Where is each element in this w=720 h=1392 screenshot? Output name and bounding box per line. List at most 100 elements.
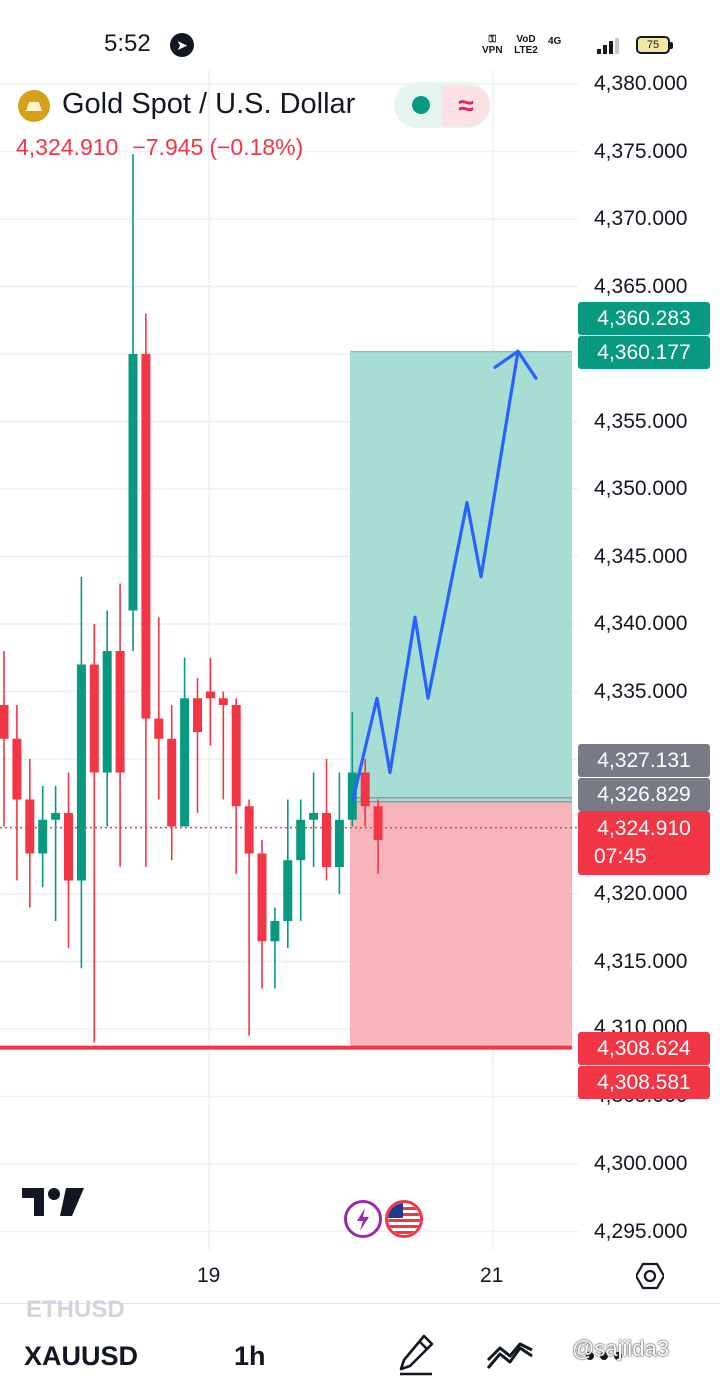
- price-axis-tick: 4,380.000: [594, 72, 688, 95]
- candle-body: [373, 806, 383, 840]
- candle-body: [167, 738, 177, 827]
- price-axis-tick: 4,340.000: [594, 612, 688, 635]
- candle-body: [180, 698, 190, 827]
- battery-icon: 75: [636, 36, 673, 54]
- candle-body: [270, 921, 280, 942]
- candle: [360, 759, 370, 827]
- candle: [25, 759, 35, 908]
- candle: [115, 583, 125, 867]
- lightning-event-icon[interactable]: [344, 1200, 382, 1238]
- entry-price-label: 4,327.131: [578, 744, 710, 777]
- draw-pen-icon[interactable]: [398, 1334, 434, 1381]
- symbol-selector[interactable]: XAUUSD: [24, 1341, 139, 1371]
- candle-body: [231, 705, 241, 807]
- candle: [373, 799, 383, 874]
- signal-icon: [597, 38, 623, 54]
- status-bar: 5:52 ➤ ⚿ VPN VoD LTE2 4G 75: [0, 0, 720, 84]
- candle-body: [25, 799, 35, 854]
- entry-price-label: 4,326.829: [578, 778, 710, 811]
- previous-symbol[interactable]: ETHUSD: [26, 1296, 125, 1323]
- candle-body: [257, 853, 267, 942]
- price-change-pct: (−0.18%): [209, 134, 304, 160]
- network-4g-indicator: 4G: [548, 36, 562, 47]
- last-price: 4,324.910: [16, 134, 119, 160]
- candle: [334, 772, 344, 894]
- price-axis-tick: 4,375.000: [594, 139, 688, 163]
- candle: [322, 759, 331, 881]
- candle-body: [141, 354, 151, 719]
- chart-settings-icon[interactable]: [634, 1262, 666, 1295]
- candle: [257, 840, 267, 989]
- candle: [309, 772, 319, 867]
- candle: [193, 678, 202, 813]
- candle: [64, 772, 73, 948]
- candle-body: [64, 813, 73, 881]
- candle-body: [154, 718, 164, 739]
- last-price-value: 4,324.910: [597, 817, 691, 840]
- loss-zone: [350, 801, 572, 1049]
- chart-overlays: [0, 349, 578, 1050]
- candle-body: [296, 819, 306, 861]
- candle-body: [128, 354, 138, 611]
- candle: [38, 786, 48, 888]
- gold-bar-icon: [18, 90, 50, 122]
- target-price-label: 4,360.177: [578, 336, 710, 369]
- candle-body: [283, 860, 293, 921]
- price-axis-tick: 4,350.000: [594, 477, 688, 500]
- delayed-data-wave-icon[interactable]: ≈: [442, 86, 490, 126]
- telegram-icon: ➤: [170, 33, 194, 57]
- us-flag-event-icon[interactable]: [385, 1200, 423, 1238]
- candle: [283, 799, 293, 948]
- candle: [167, 705, 177, 861]
- candle-body: [89, 664, 99, 773]
- candle-body: [115, 651, 125, 773]
- candle-body: [309, 813, 319, 820]
- candle: [244, 799, 254, 1036]
- candle-body: [193, 698, 202, 732]
- candle-body: [12, 738, 22, 800]
- last-price-label: 4,324.910 07:45: [578, 811, 710, 875]
- candle-body: [360, 772, 370, 807]
- candle-body: [244, 806, 254, 854]
- price-axis-tick: 4,335.000: [594, 679, 688, 703]
- quote-line: 4,324.910 −7.945 (−0.18%): [16, 134, 317, 161]
- candle: [296, 799, 306, 921]
- interval-selector[interactable]: 1h: [234, 1341, 266, 1371]
- price-axis-tick: 4,315.000: [594, 949, 688, 973]
- candle: [180, 657, 190, 827]
- bar-countdown: 07:45: [594, 845, 647, 868]
- position-zones: [350, 350, 572, 1049]
- price-axis-tick: 4,345.000: [594, 544, 688, 568]
- bottom-toolbar: [0, 1303, 720, 1392]
- candle: [218, 691, 228, 800]
- price-axis-tick: 4,295.000: [594, 1219, 688, 1243]
- time-axis-label: 19: [197, 1264, 221, 1287]
- target-price-label: 4,360.283: [578, 302, 710, 335]
- candle: [51, 786, 61, 921]
- candle-body: [76, 664, 86, 881]
- projection-path: [351, 349, 520, 802]
- candle-body: [218, 698, 228, 705]
- market-open-dot-icon[interactable]: [412, 96, 430, 114]
- candle: [231, 698, 241, 874]
- symbol-title[interactable]: Gold Spot / U.S. Dollar: [62, 88, 356, 120]
- candle: [89, 624, 99, 1043]
- price-axis-tick: 4,300.000: [594, 1152, 688, 1175]
- candle: [154, 617, 164, 800]
- indicators-icon[interactable]: [486, 1342, 534, 1377]
- price-change: −7.945: [132, 134, 204, 160]
- price-axis-tick: 4,355.000: [594, 409, 688, 433]
- stop-price-label: 4,308.624: [578, 1032, 710, 1065]
- candle-body: [38, 819, 48, 854]
- candle-body: [205, 691, 215, 699]
- stop-price-label: 4,308.581: [578, 1066, 710, 1099]
- tradingview-logo: [22, 1186, 84, 1223]
- more-icon[interactable]: [584, 1344, 624, 1373]
- candle-body: [334, 819, 344, 867]
- candle: [141, 313, 151, 867]
- candles: [0, 154, 383, 1043]
- watermark: @sajiida3: [572, 1336, 669, 1361]
- candle: [205, 657, 215, 746]
- vpn-key-icon: ⚿ VPN: [482, 34, 503, 56]
